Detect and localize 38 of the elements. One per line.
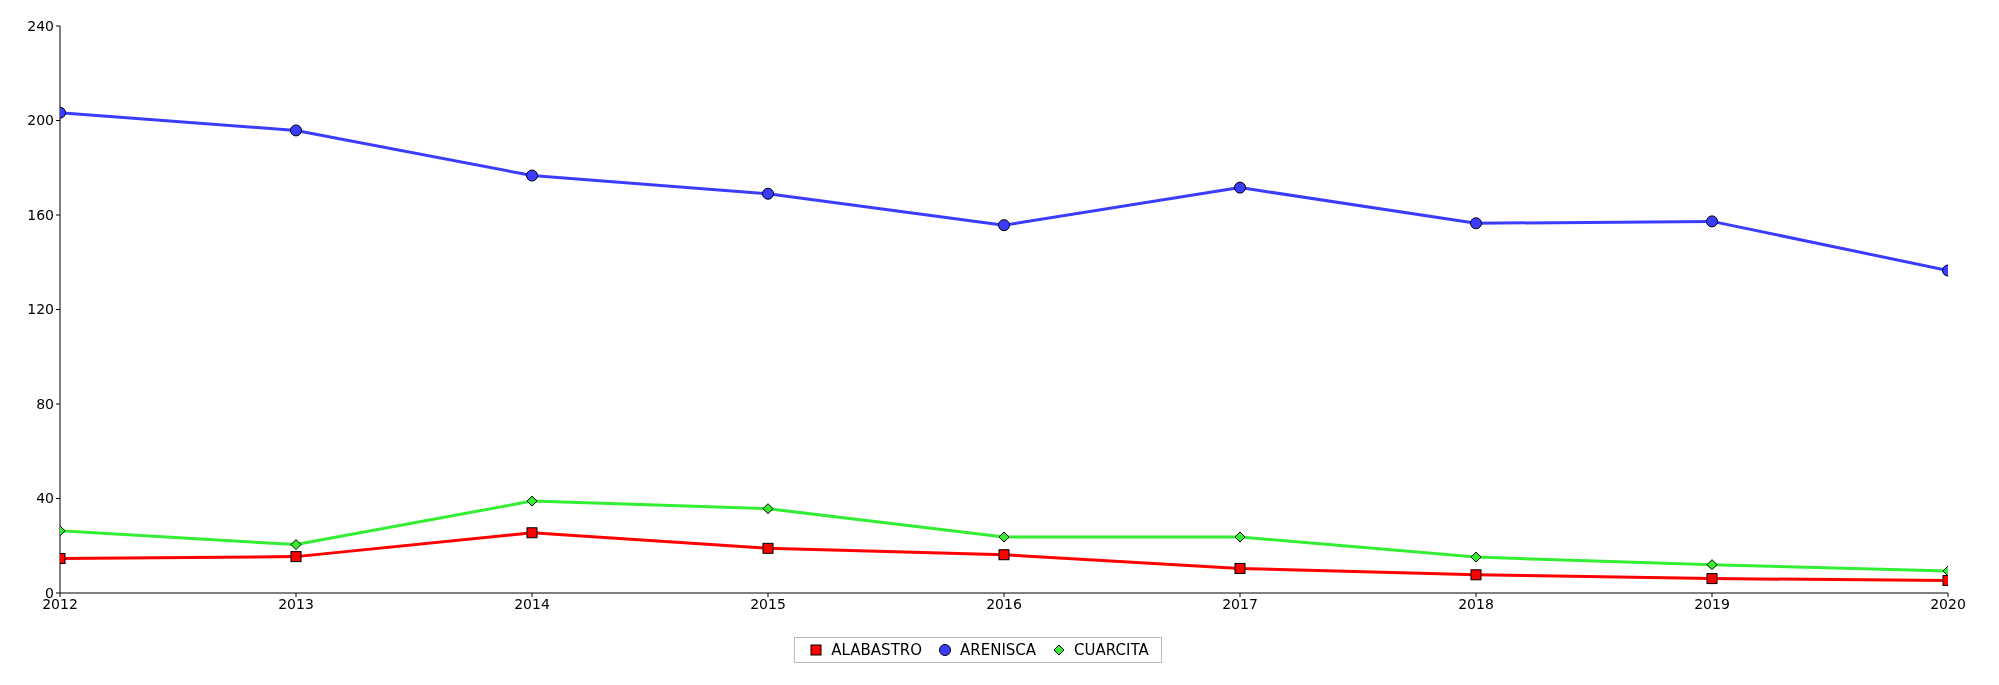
y-tick-label: 80 [36,395,54,412]
y-tick-label: 240 [27,17,54,34]
y-tick-label: 200 [27,112,54,129]
point [1470,217,1482,230]
point [526,527,538,539]
point [998,549,1010,561]
x-tick-label: 2017 [1222,595,1258,612]
point [1470,551,1482,563]
x-tick-label: 2014 [514,595,550,612]
point [998,219,1010,232]
y-tick-label: 160 [27,206,54,223]
legend-label: ALABASTRO [830,641,923,659]
x-tick-label: 2020 [1930,595,1966,612]
point [998,531,1010,543]
x-tick-label: 2018 [1458,595,1494,612]
point [1234,531,1246,543]
point [290,551,302,563]
point [762,187,774,200]
y-tick-label: 40 [36,490,54,507]
point [290,539,302,551]
legend-label: CUARCITA [1073,641,1149,659]
point [762,503,774,515]
point [762,542,774,554]
x-tick-label: 2013 [278,595,314,612]
point [1706,559,1718,571]
point [1234,562,1246,574]
point [1706,573,1718,585]
x-tick-label: 2019 [1694,595,1730,612]
x-tick-label: 2016 [986,595,1022,612]
x-tick-label: 2015 [750,595,786,612]
point [1470,569,1482,581]
point [526,495,538,507]
point [526,169,538,182]
legend-label: ARENISCA [959,641,1037,659]
point [1706,215,1718,228]
y-tick-label: 120 [27,301,54,318]
point [290,124,302,137]
point [1234,181,1246,194]
